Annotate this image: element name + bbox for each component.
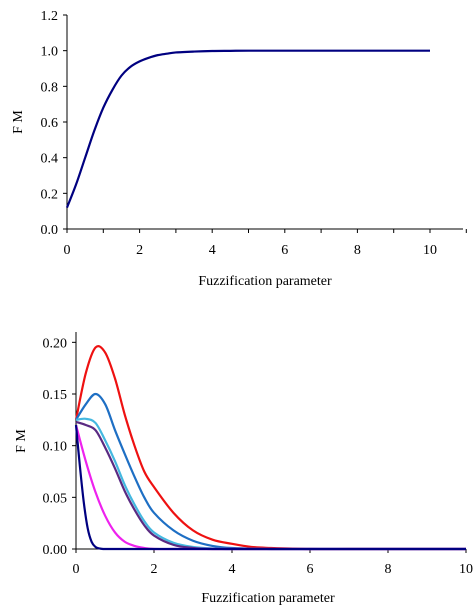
bottom-y-ticks: 0.00 0.05 0.10 0.15 0.20 bbox=[43, 336, 76, 558]
bottom-x-tick-label: 2 bbox=[151, 562, 158, 577]
bottom-series-line-6 bbox=[74, 424, 466, 551]
top-y-ticks: 0.0 0.2 0.4 0.6 0.8 1.0 1.2 bbox=[41, 9, 67, 238]
bottom-series-line-2 bbox=[75, 392, 466, 551]
top-y-axis-title: F M bbox=[11, 110, 26, 134]
bottom-x-tick-label: 4 bbox=[229, 562, 236, 577]
top-y-tick-label: 0.0 bbox=[41, 223, 59, 238]
top-x-tick-label: 6 bbox=[281, 243, 288, 258]
bottom-x-axis-title: Fuzzification parameter bbox=[201, 591, 335, 606]
top-y-tick-label: 1.0 bbox=[41, 45, 59, 60]
bottom-x-ticks: 0 2 4 6 8 10 bbox=[73, 549, 473, 577]
top-x-axis-title: Fuzzification parameter bbox=[198, 274, 332, 289]
top-x-tick-label: 2 bbox=[136, 243, 143, 258]
top-y-tick-label: 1.2 bbox=[41, 9, 59, 24]
top-x-ticks: 0 2 4 6 8 10 bbox=[64, 229, 467, 258]
top-y-tick-label: 0.4 bbox=[41, 152, 59, 167]
bottom-series-line-1 bbox=[74, 345, 466, 551]
bottom-y-tick-label: 0.00 bbox=[43, 543, 68, 558]
top-y-tick-label: 0.2 bbox=[41, 187, 59, 202]
top-y-tick-label: 0.8 bbox=[41, 80, 59, 95]
bottom-x-tick-label: 0 bbox=[73, 562, 80, 577]
bottom-chart: 0.00 0.05 0.10 0.15 0.20 0 2 4 6 8 10 Fuzzificati… bbox=[14, 332, 473, 606]
bottom-series-group bbox=[74, 345, 466, 551]
top-x-tick-label: 0 bbox=[64, 243, 71, 258]
top-y-tick-label: 0.6 bbox=[41, 116, 59, 131]
top-series-line-1 bbox=[65, 49, 430, 209]
bottom-series-line-3 bbox=[75, 417, 466, 551]
bottom-y-tick-label: 0.10 bbox=[43, 440, 68, 455]
top-x-tick-label: 8 bbox=[354, 243, 361, 258]
bottom-y-tick-label: 0.05 bbox=[43, 491, 68, 506]
bottom-x-tick-label: 10 bbox=[459, 562, 473, 577]
top-series-group bbox=[65, 49, 430, 209]
bottom-series-line-4 bbox=[75, 420, 466, 551]
top-chart: 0.0 0.2 0.4 0.6 0.8 1.0 1.2 0 2 4 6 8 10 Fuzzificat… bbox=[11, 9, 467, 289]
bottom-x-tick-label: 8 bbox=[385, 562, 392, 577]
top-x-tick-label: 4 bbox=[209, 243, 216, 258]
bottom-y-axis-title: F M bbox=[14, 429, 29, 453]
bottom-y-tick-label: 0.15 bbox=[43, 388, 68, 403]
bottom-x-tick-label: 6 bbox=[307, 562, 314, 577]
top-x-tick-label: 10 bbox=[423, 243, 437, 258]
bottom-y-tick-label: 0.20 bbox=[43, 336, 68, 351]
